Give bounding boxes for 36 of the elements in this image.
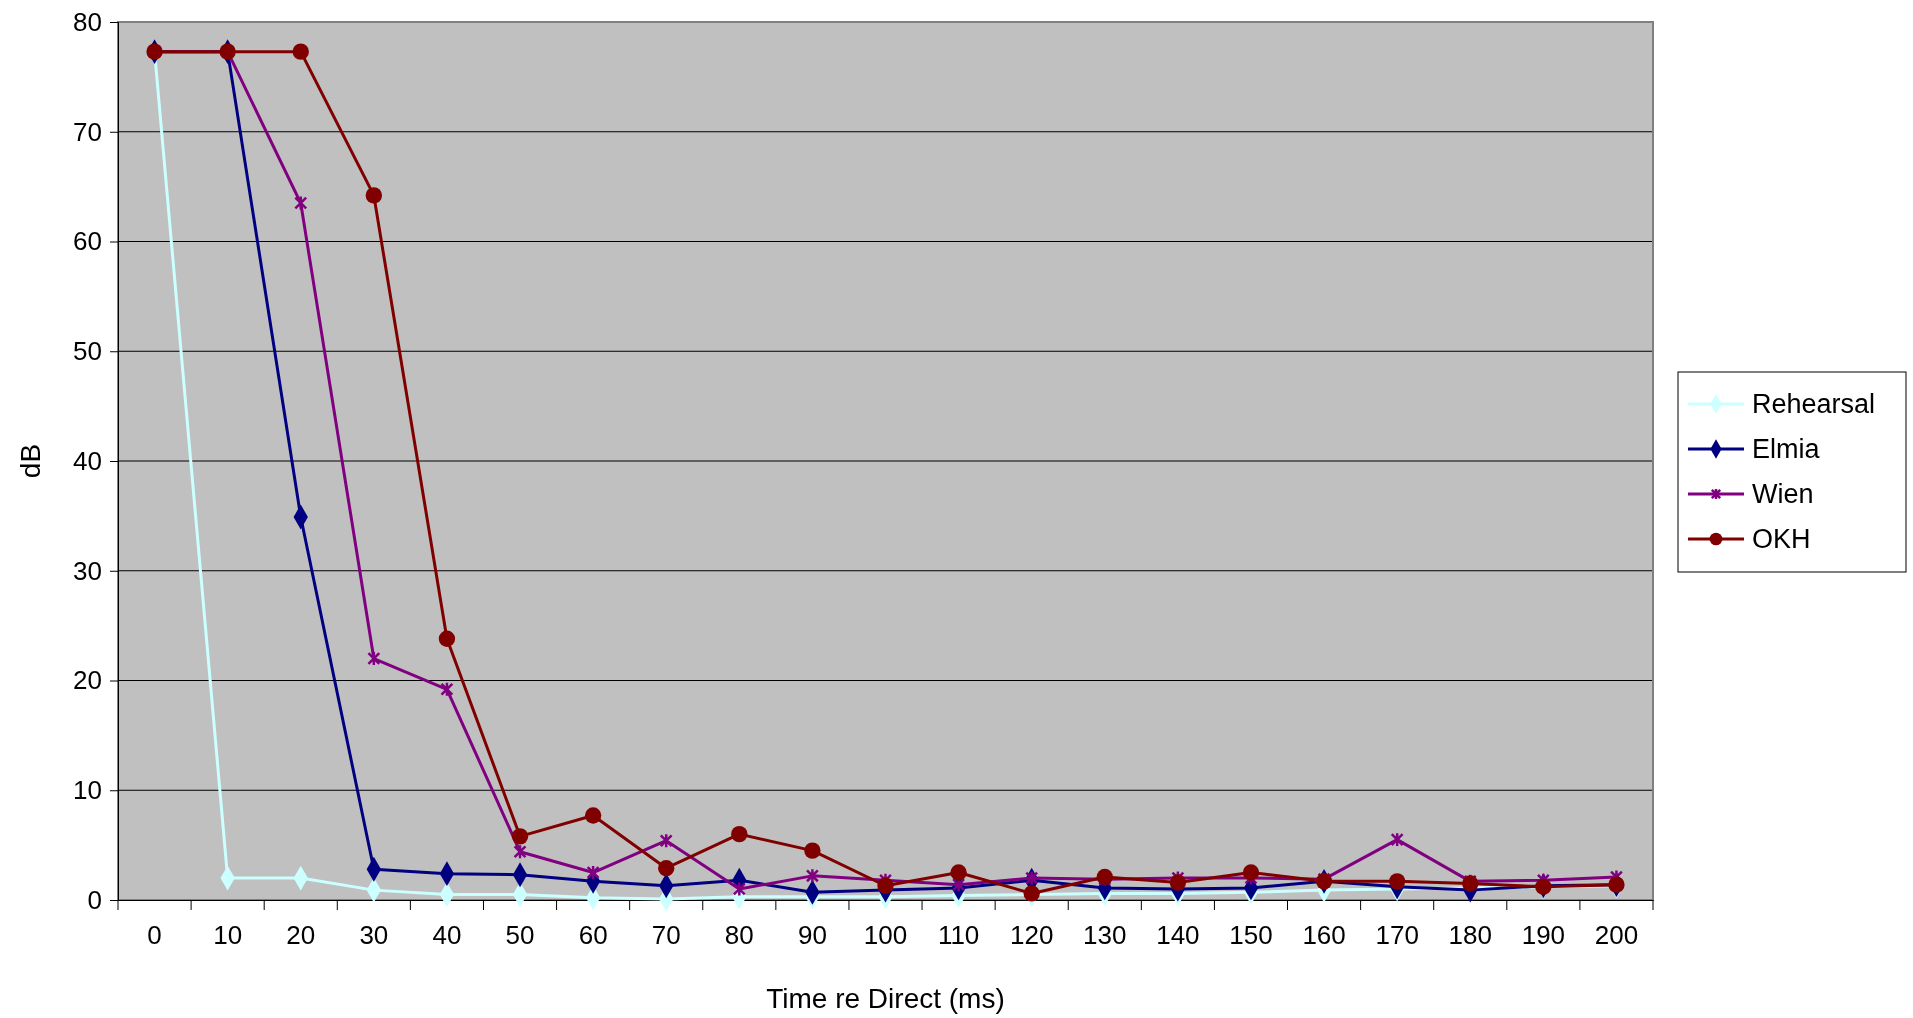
y-tick-label: 10 — [73, 775, 102, 806]
y-axis-title: dB — [15, 443, 46, 479]
x-tick-label: 140 — [1156, 920, 1200, 951]
legend-label: Rehearsal — [1752, 389, 1876, 419]
legend-label: Elmia — [1752, 434, 1821, 464]
y-tick-label: 30 — [73, 555, 102, 586]
x-axis-title: Time re Direct (ms) — [766, 983, 1005, 1014]
x-tick-label: 180 — [1448, 920, 1492, 951]
x-tick-label: 60 — [578, 920, 608, 951]
x-tick-label: 70 — [651, 920, 681, 951]
x-tick-label: 130 — [1083, 920, 1127, 951]
legend-label: OKH — [1752, 524, 1811, 554]
x-tick-label: 0 — [147, 920, 162, 951]
x-tick-label: 50 — [505, 920, 535, 951]
x-tick-label: 200 — [1594, 920, 1639, 951]
y-tick-label: 0 — [87, 884, 102, 915]
x-tick-label: 90 — [797, 920, 827, 951]
y-tick-label: 50 — [73, 336, 102, 367]
x-tick-label: 120 — [1010, 920, 1054, 951]
x-tick-label: 100 — [863, 920, 908, 951]
x-tick-label: 160 — [1302, 920, 1346, 951]
x-tick-label: 30 — [359, 920, 389, 951]
y-tick-label: 80 — [73, 6, 102, 37]
legend-label: Wien — [1752, 479, 1814, 509]
x-tick-label: 110 — [937, 920, 980, 951]
y-tick-label: 40 — [73, 445, 102, 476]
y-tick-label: 70 — [73, 116, 102, 147]
x-tick-label: 10 — [213, 920, 243, 951]
y-tick-label: 60 — [73, 226, 102, 257]
x-tick-label: 20 — [286, 920, 316, 951]
x-tick-label: 190 — [1521, 920, 1566, 951]
y-tick-label: 20 — [73, 665, 102, 696]
x-tick-label: 150 — [1229, 920, 1273, 951]
x-tick-label: 40 — [432, 920, 462, 951]
x-tick-label: 170 — [1375, 920, 1419, 951]
x-tick-label: 80 — [724, 920, 754, 951]
